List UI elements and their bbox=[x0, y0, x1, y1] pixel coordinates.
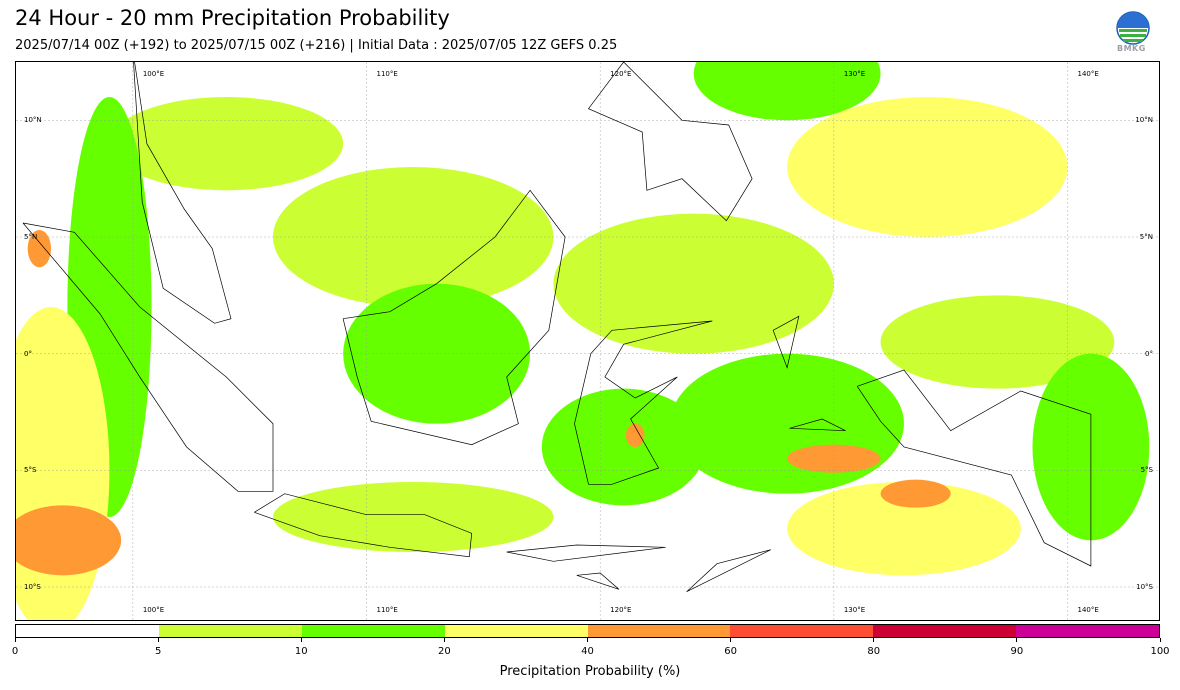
chart-subtitle: 2025/07/14 00Z (+192) to 2025/07/15 00Z … bbox=[15, 38, 618, 53]
colorbar-tick bbox=[443, 638, 445, 642]
colorbar-segment bbox=[730, 625, 874, 637]
colorbar-segment bbox=[1016, 625, 1159, 637]
precip-area-40-60 bbox=[625, 423, 645, 448]
coastline bbox=[254, 493, 473, 558]
colorbar bbox=[15, 624, 1160, 638]
colorbar-tick-label: 40 bbox=[581, 646, 594, 657]
colorbar-tick-label: 20 bbox=[438, 646, 451, 657]
map-canvas bbox=[16, 62, 1159, 620]
coastline bbox=[576, 572, 620, 590]
lat-tick-label-left: 0° bbox=[24, 349, 32, 358]
coastline bbox=[856, 369, 1092, 567]
precip-area-5-10 bbox=[880, 295, 1115, 389]
colorbar-tick-label: 10 bbox=[294, 646, 308, 657]
coastline bbox=[574, 320, 713, 485]
precip-area-40-60 bbox=[16, 505, 122, 576]
colorbar-segment bbox=[873, 625, 1017, 637]
lat-tick-label-right: 0° bbox=[1145, 349, 1153, 358]
lon-tick-label-bottom: 110°E bbox=[376, 606, 398, 614]
lon-tick-label-bottom: 130°E bbox=[843, 606, 866, 614]
colorbar-segment bbox=[158, 625, 302, 637]
coastline bbox=[686, 549, 771, 593]
lon-tick-label-top: 130°E bbox=[843, 70, 866, 78]
lon-tick-label-top: 120°E bbox=[610, 70, 632, 78]
colorbar-segment bbox=[301, 625, 445, 637]
lat-tick-label-right: 5°S bbox=[1140, 466, 1153, 475]
lat-tick-label-right: 10°N bbox=[1135, 116, 1153, 125]
colorbar-tick bbox=[730, 638, 732, 642]
colorbar-tick-label: 5 bbox=[154, 646, 162, 657]
coastline bbox=[587, 62, 753, 222]
precip-area-5-10 bbox=[109, 97, 344, 191]
precip-area-20-40 bbox=[787, 482, 1021, 576]
colorbar-segment bbox=[444, 625, 588, 637]
precip-area-10-20 bbox=[541, 388, 706, 506]
lon-tick-label-bottom: 140°E bbox=[1077, 606, 1099, 614]
lon-tick-label-bottom: 120°E bbox=[610, 606, 632, 614]
colorbar-tick bbox=[587, 638, 588, 642]
colorbar-tick-label: 80 bbox=[867, 646, 881, 657]
coastline bbox=[506, 544, 666, 562]
colorbar-tick-label: 90 bbox=[1010, 646, 1024, 657]
precip-area-5-10 bbox=[273, 482, 554, 552]
lat-tick-label-left: 10°N bbox=[24, 116, 42, 125]
colorbar-tick bbox=[157, 638, 159, 642]
lat-tick-label-left: 10°S bbox=[24, 583, 41, 591]
precipitation-map: 100°E 100°E 110°E 110°E 120°E 120°E 130°E 130°E… bbox=[15, 61, 1160, 621]
colorbar-tick-label: 0 bbox=[11, 646, 19, 657]
precip-area-10-20 bbox=[670, 353, 904, 494]
lon-tick-label-top: 140°E bbox=[1077, 70, 1099, 78]
precip-area-5-10 bbox=[553, 213, 834, 354]
colorbar-tick bbox=[1016, 638, 1018, 642]
colorbar-tick bbox=[873, 638, 875, 642]
lon-tick-label-bottom: 100°E bbox=[142, 606, 165, 614]
colorbar-tick bbox=[14, 638, 16, 642]
precip-area-40-60 bbox=[880, 479, 951, 508]
bmkg-logo-icon bbox=[1113, 10, 1153, 56]
colorbar-segment bbox=[16, 625, 159, 637]
colorbar-tick bbox=[1159, 638, 1161, 642]
coastline bbox=[133, 62, 232, 324]
colorbar-tick bbox=[300, 638, 302, 642]
lat-tick-label-right: 10°S bbox=[1136, 583, 1153, 591]
precip-area-20-40 bbox=[787, 97, 1068, 237]
lat-tick-label-right: 5°N bbox=[1139, 233, 1153, 241]
precip-area-40-60 bbox=[27, 230, 52, 268]
colorbar-segment bbox=[587, 625, 731, 637]
coastline bbox=[789, 418, 846, 432]
precip-area-10-20 bbox=[693, 62, 881, 121]
coastline bbox=[772, 315, 800, 369]
lat-tick-label-left: 5°N bbox=[24, 233, 38, 241]
colorbar-title: Precipitation Probability (%) bbox=[499, 664, 681, 679]
colorbar-tick-label: 100 bbox=[1150, 646, 1170, 657]
lon-tick-label-top: 100°E bbox=[142, 70, 165, 78]
chart-title: 24 Hour - 20 mm Precipitation Probabilit… bbox=[15, 6, 450, 30]
coastline bbox=[342, 189, 566, 446]
lon-tick-label-top: 110°E bbox=[376, 70, 398, 78]
bmkg-logo-text: BMKG bbox=[1117, 44, 1146, 53]
colorbar-tick-label: 60 bbox=[724, 646, 737, 657]
coastline bbox=[22, 222, 274, 492]
lat-tick-label-left: 5°S bbox=[24, 466, 37, 475]
